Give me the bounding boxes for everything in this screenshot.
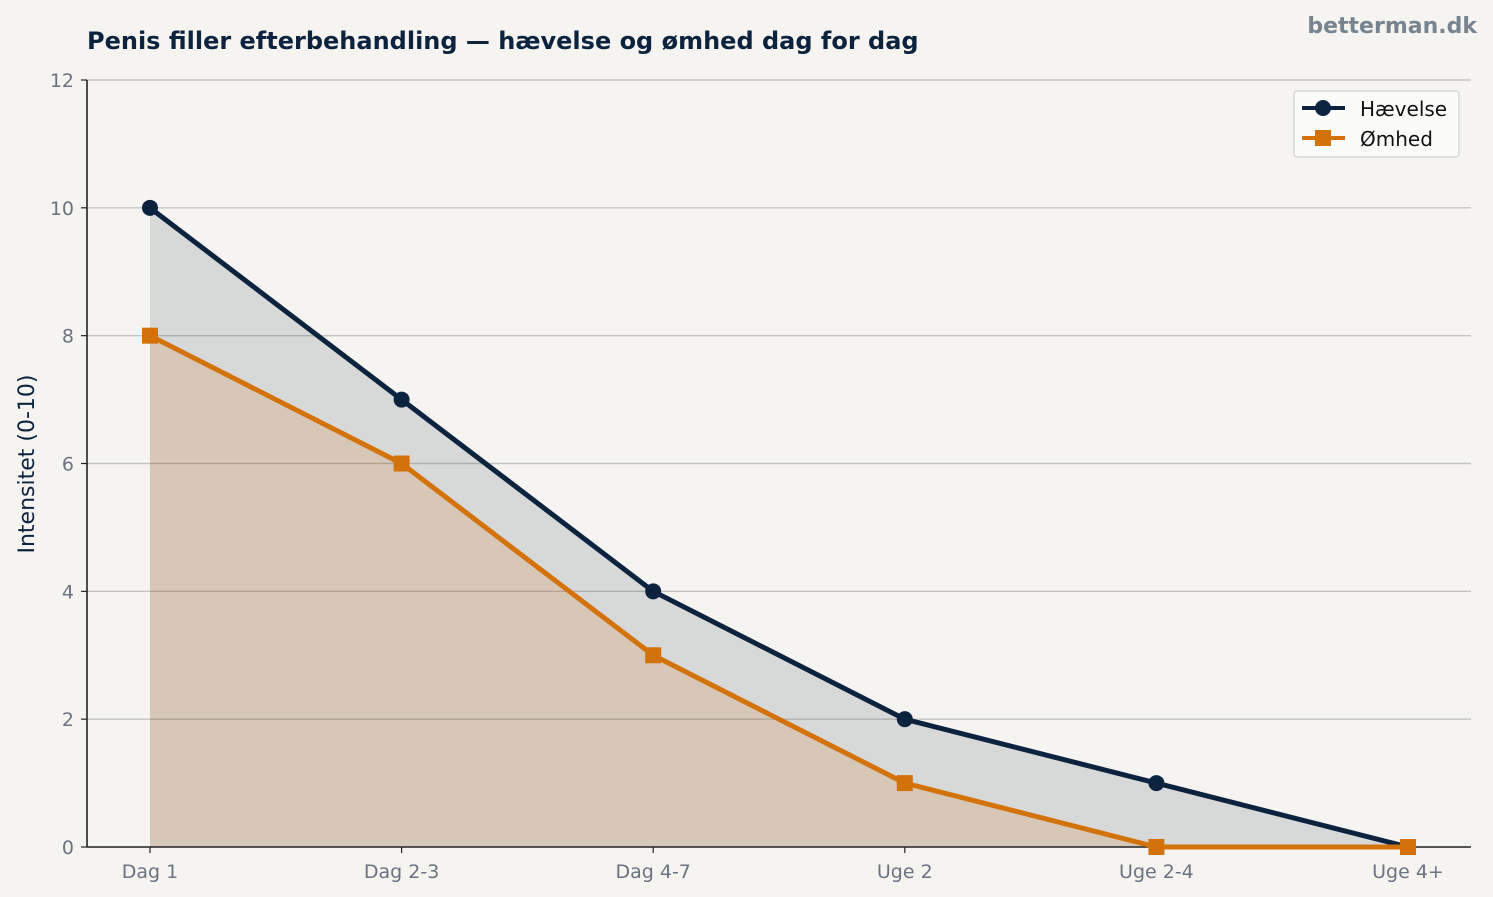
y-tick-label-8: 8: [62, 326, 74, 348]
data-point-1-5: [1400, 839, 1416, 855]
y-tick-label-2: 2: [62, 709, 74, 731]
legend-marker-omhed: [1315, 130, 1331, 146]
data-point-0-2: [645, 583, 662, 600]
brand-watermark: betterman.dk: [1307, 14, 1478, 39]
y-axis-label: Intensitet (0-10): [15, 375, 40, 554]
legend-label-omhed: Ømhed: [1360, 127, 1433, 151]
data-point-0-0: [142, 199, 158, 216]
legend-label-haevelse: Hævelse: [1360, 97, 1447, 121]
area-fill-series-0: [150, 207, 1408, 848]
x-tick-label-5: Uge 4+: [1372, 861, 1444, 883]
y-tick-label-10: 10: [50, 198, 74, 220]
x-tick-label-4: Uge 2-4: [1119, 861, 1194, 883]
y-tick-label-6: 6: [62, 454, 74, 476]
series-line-0: [147, 205, 1411, 850]
x-tick-label-3: Uge 2: [877, 861, 933, 883]
data-point-1-0: [142, 327, 158, 344]
data-point-0-4: [1148, 775, 1165, 792]
series-line-1: [147, 333, 1411, 850]
data-point-1-4: [1148, 839, 1165, 855]
legend-marker-haevelse: [1315, 100, 1331, 116]
data-point-1-2: [645, 647, 662, 664]
x-tick-label-1: Dag 2-3: [364, 861, 439, 883]
y-tick-label-4: 4: [62, 581, 74, 603]
area-fills: [150, 207, 1408, 848]
tick-labels: 0 2 4 6 8 10 12 Dag 1 Dag 2-3 Dag 4-7 Uge 2 Uge 2-4…: [50, 70, 1444, 883]
chart-title: Penis filler efterbehandling — hævelse o…: [87, 27, 919, 55]
area-fill-series-1: [150, 335, 1408, 847]
data-point-0-1: [393, 391, 410, 408]
x-tick-label-2: Dag 4-7: [615, 861, 690, 883]
y-tick-label-0: 0: [62, 837, 74, 859]
legend: Hævelse Ømhed: [1293, 90, 1460, 158]
data-point-0-3: [896, 711, 913, 728]
series-markers: [142, 199, 1416, 855]
x-tick-label-0: Dag 1: [122, 861, 178, 883]
data-point-1-3: [896, 775, 913, 792]
data-point-1-1: [393, 455, 410, 472]
y-tick-label-12: 12: [50, 70, 74, 92]
series-lines: [147, 205, 1411, 850]
